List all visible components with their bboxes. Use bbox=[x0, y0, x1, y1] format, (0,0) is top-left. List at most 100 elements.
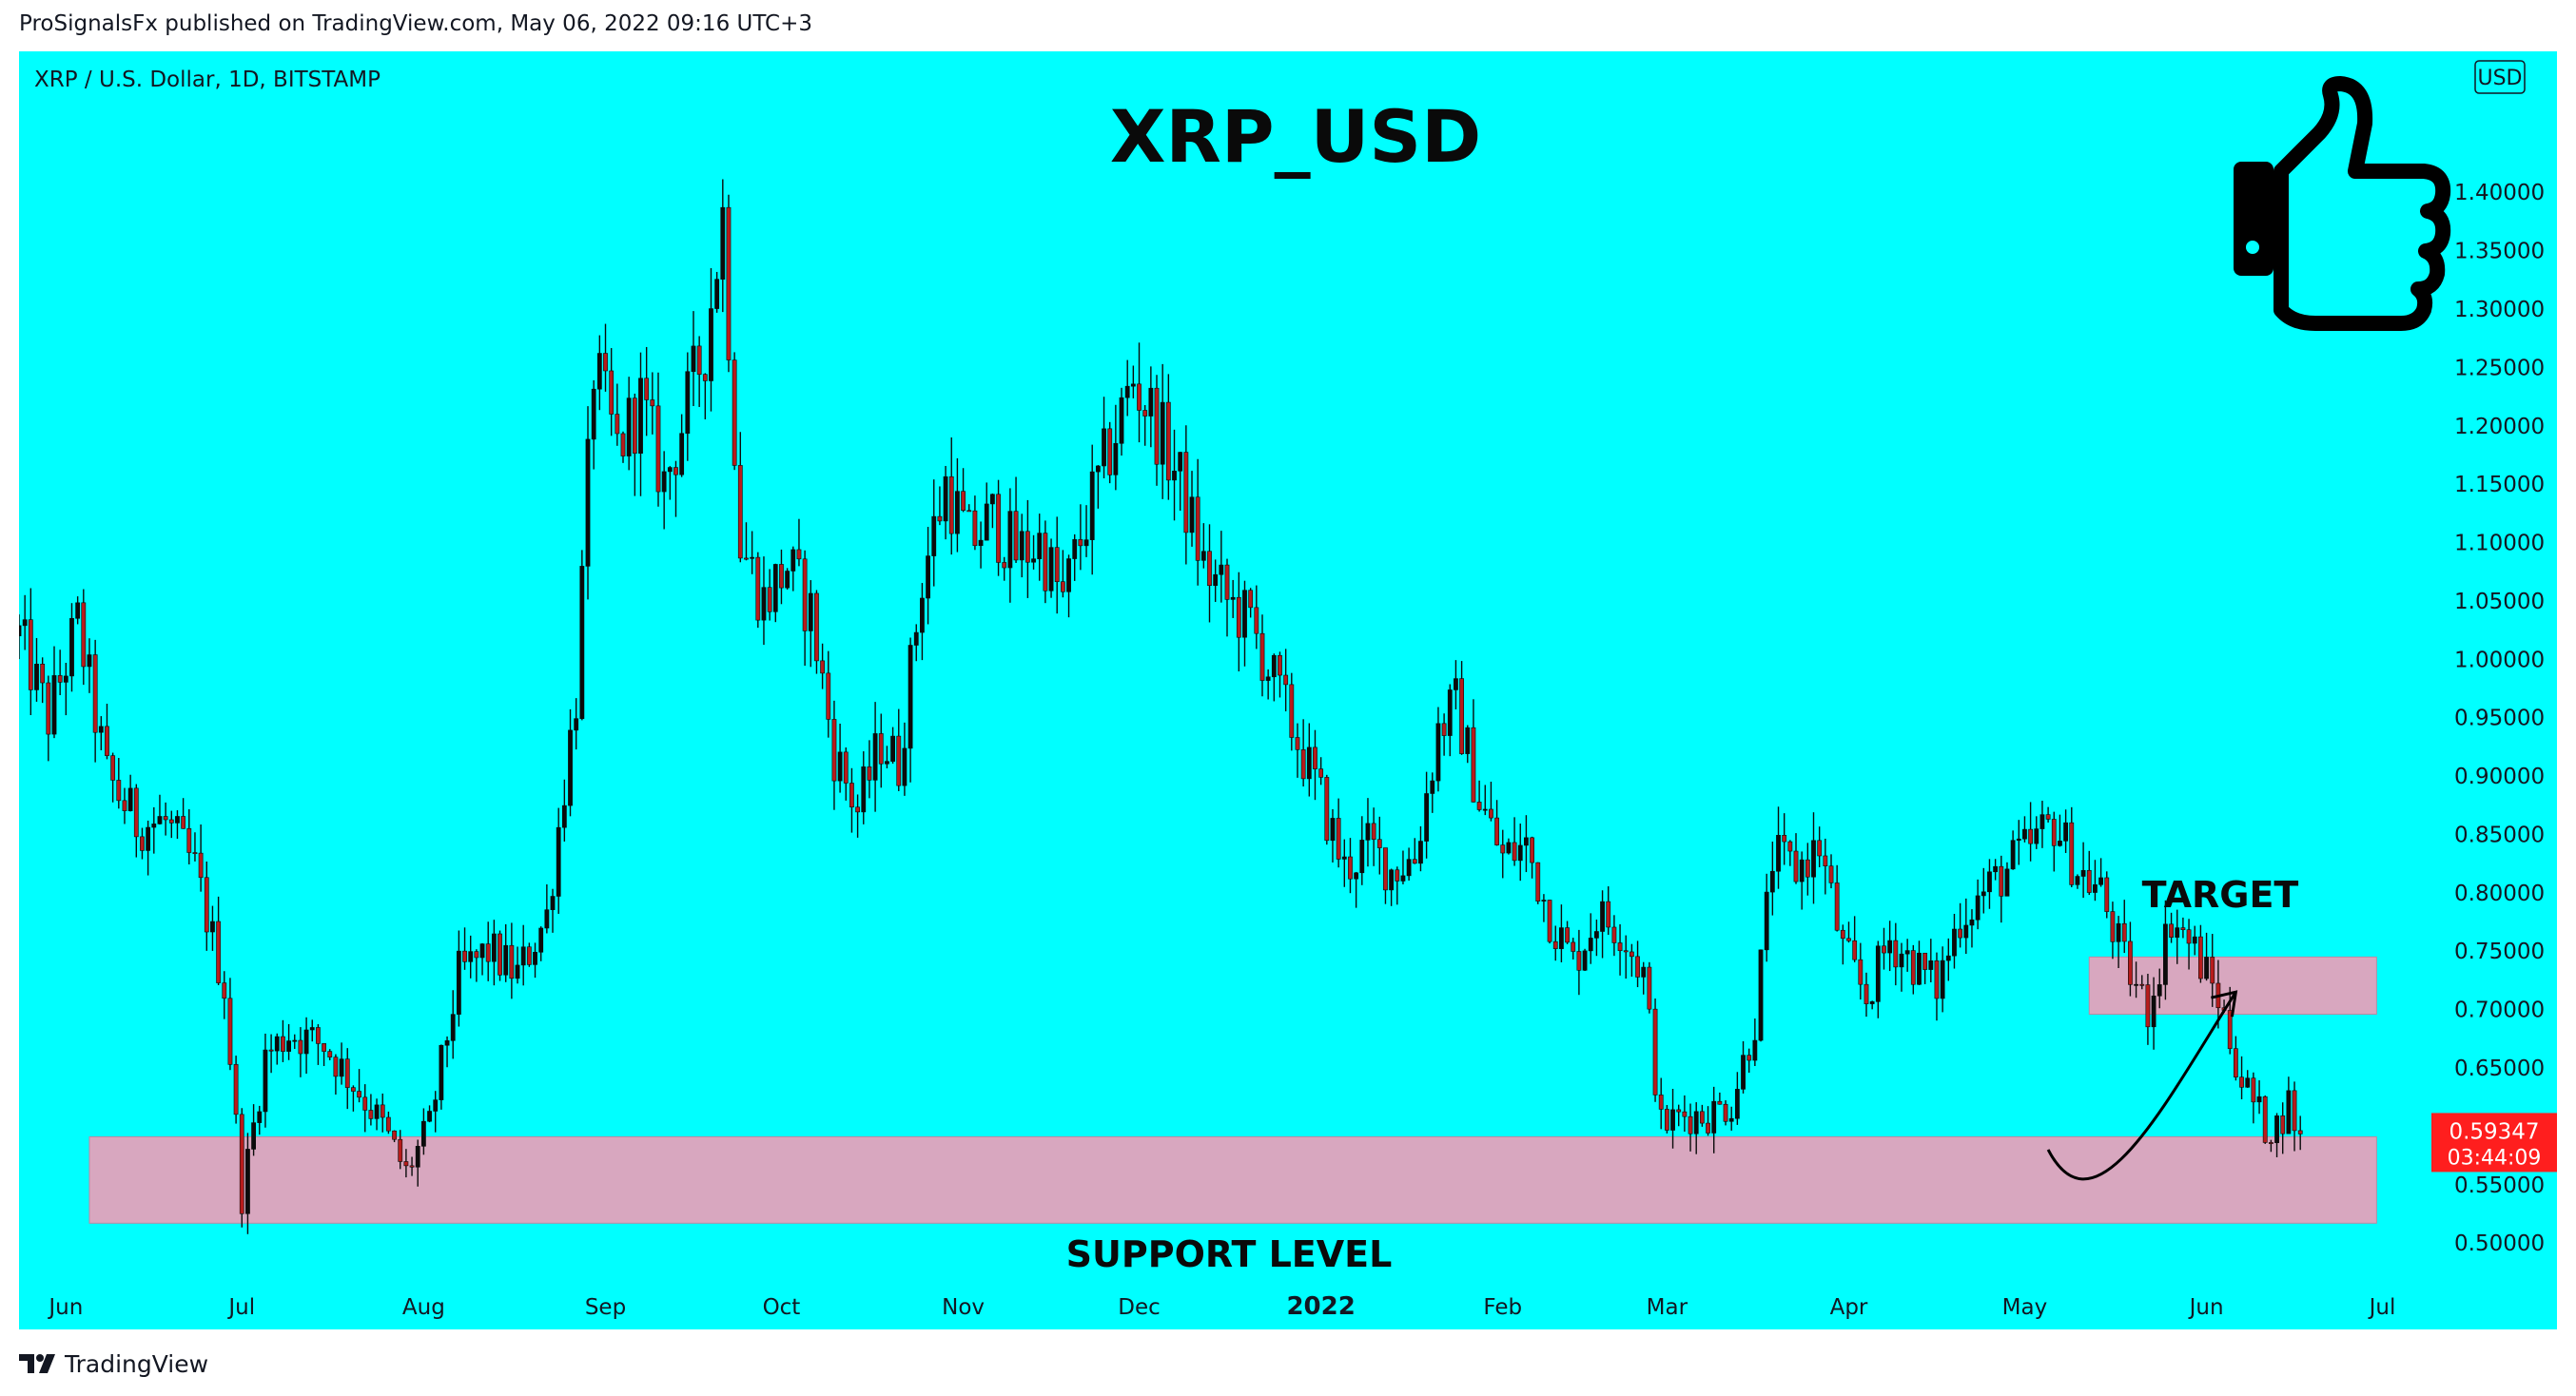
candle-body bbox=[210, 921, 215, 933]
support-zone[interactable] bbox=[88, 1135, 2377, 1224]
time-tick-label: May bbox=[2002, 1295, 2048, 1320]
candle-body bbox=[1717, 1100, 1723, 1105]
candle-body bbox=[896, 735, 902, 786]
candle-body bbox=[872, 733, 878, 781]
candle-body bbox=[1817, 840, 1823, 857]
candle-body bbox=[1295, 737, 1300, 750]
candle-body bbox=[2028, 828, 2034, 844]
candle-body bbox=[227, 998, 233, 1065]
target-label: TARGET bbox=[2142, 874, 2299, 916]
candle-body bbox=[2186, 929, 2192, 944]
time-tick-label: Nov bbox=[942, 1295, 985, 1320]
candle-body bbox=[281, 1036, 285, 1052]
candle-body bbox=[444, 1040, 450, 1046]
candle-body bbox=[989, 494, 995, 505]
candle-body bbox=[1593, 931, 1599, 939]
time-tick-label: Sep bbox=[585, 1295, 626, 1320]
candle-body bbox=[2058, 841, 2062, 846]
chart-area[interactable]: 0.500000.550000.600000.650000.700000.750… bbox=[19, 51, 2557, 1329]
candle-body bbox=[1764, 891, 1769, 951]
candle-body bbox=[1582, 950, 1588, 971]
candle-body bbox=[2286, 1090, 2292, 1134]
price-tick-label: 1.15000 bbox=[2454, 473, 2545, 497]
published-line: ProSignalsFx published on TradingView.co… bbox=[19, 11, 813, 36]
candle-body bbox=[57, 675, 63, 683]
candle-body bbox=[737, 465, 743, 559]
tradingview-logo-icon[interactable] bbox=[19, 1352, 57, 1375]
candle-body bbox=[796, 549, 802, 560]
candle-body bbox=[679, 433, 685, 475]
candle-body bbox=[2197, 936, 2203, 979]
candle-body bbox=[1395, 869, 1400, 882]
candle-body bbox=[1776, 835, 1781, 872]
candle-body bbox=[2256, 1095, 2262, 1103]
candle-body bbox=[92, 654, 98, 733]
candle-body bbox=[403, 1161, 409, 1167]
candle-body bbox=[1013, 511, 1019, 561]
candle-body bbox=[2069, 822, 2075, 885]
candle-body bbox=[1741, 1055, 1746, 1090]
candle-body bbox=[1160, 401, 1165, 465]
candle-body bbox=[779, 564, 784, 589]
candle-body bbox=[984, 503, 989, 541]
candle-body bbox=[1359, 840, 1365, 874]
candle-body bbox=[1142, 410, 1148, 417]
chart-svg[interactable]: 0.500000.550000.600000.650000.700000.750… bbox=[19, 51, 2557, 1329]
candle-body bbox=[1265, 676, 1271, 681]
candle-body bbox=[1658, 1095, 1664, 1110]
candle-body bbox=[462, 950, 467, 962]
candle-body bbox=[1095, 465, 1101, 473]
candle-body bbox=[151, 824, 157, 828]
candle-body bbox=[1383, 847, 1388, 891]
price-tick-label: 1.20000 bbox=[2454, 415, 2545, 439]
candle-body bbox=[1530, 837, 1534, 863]
candle-body bbox=[362, 1096, 368, 1111]
candle-body bbox=[1183, 452, 1189, 533]
candle-body bbox=[673, 467, 678, 475]
candle-body bbox=[1324, 777, 1330, 842]
candle-body bbox=[1119, 397, 1124, 444]
candle-body bbox=[1242, 590, 1247, 638]
candle-body bbox=[198, 852, 204, 879]
candle-body bbox=[520, 946, 526, 966]
candle-body bbox=[2204, 957, 2209, 979]
candle-body bbox=[420, 1120, 426, 1147]
candle-body bbox=[2180, 927, 2186, 931]
candle-body bbox=[1617, 942, 1623, 951]
price-tick-label: 0.85000 bbox=[2454, 823, 2545, 847]
candle-body bbox=[409, 1165, 415, 1168]
support-level-label: SUPPORT LEVEL bbox=[1066, 1233, 1393, 1275]
candle-body bbox=[603, 353, 608, 372]
candle-body bbox=[644, 378, 650, 400]
candle-body bbox=[263, 1049, 268, 1113]
candle-body bbox=[2110, 911, 2116, 942]
candle-body bbox=[2016, 838, 2021, 841]
candle-body bbox=[1910, 950, 1916, 985]
candle-body bbox=[878, 733, 884, 765]
arrow-layer bbox=[2046, 990, 2238, 1181]
candle-body bbox=[1330, 818, 1336, 842]
candle-body bbox=[2268, 1142, 2274, 1144]
candle-body bbox=[1043, 533, 1048, 591]
candle-body bbox=[351, 1087, 356, 1092]
candle-body bbox=[2039, 814, 2045, 829]
candle-body bbox=[785, 571, 790, 589]
candle-body bbox=[1934, 960, 1940, 999]
candle-body bbox=[2145, 984, 2151, 1028]
candle-body bbox=[433, 1099, 439, 1112]
candle-body bbox=[1365, 823, 1371, 841]
candle-body bbox=[2175, 927, 2180, 938]
currency-badge[interactable]: USD bbox=[2474, 60, 2526, 94]
price-tick-label: 1.10000 bbox=[2454, 532, 2545, 556]
candle-body bbox=[1447, 689, 1453, 736]
candle-body bbox=[116, 780, 122, 802]
footer-brand[interactable]: TradingView bbox=[65, 1349, 209, 1378]
candle-body bbox=[2051, 819, 2057, 846]
candle-body bbox=[233, 1064, 239, 1115]
candle-body bbox=[2169, 923, 2174, 938]
candle-body bbox=[385, 1116, 391, 1132]
candle-body bbox=[966, 510, 972, 513]
candle-body bbox=[1758, 949, 1764, 1041]
price-tick-label: 1.40000 bbox=[2454, 181, 2545, 205]
candle-body bbox=[1300, 749, 1306, 780]
